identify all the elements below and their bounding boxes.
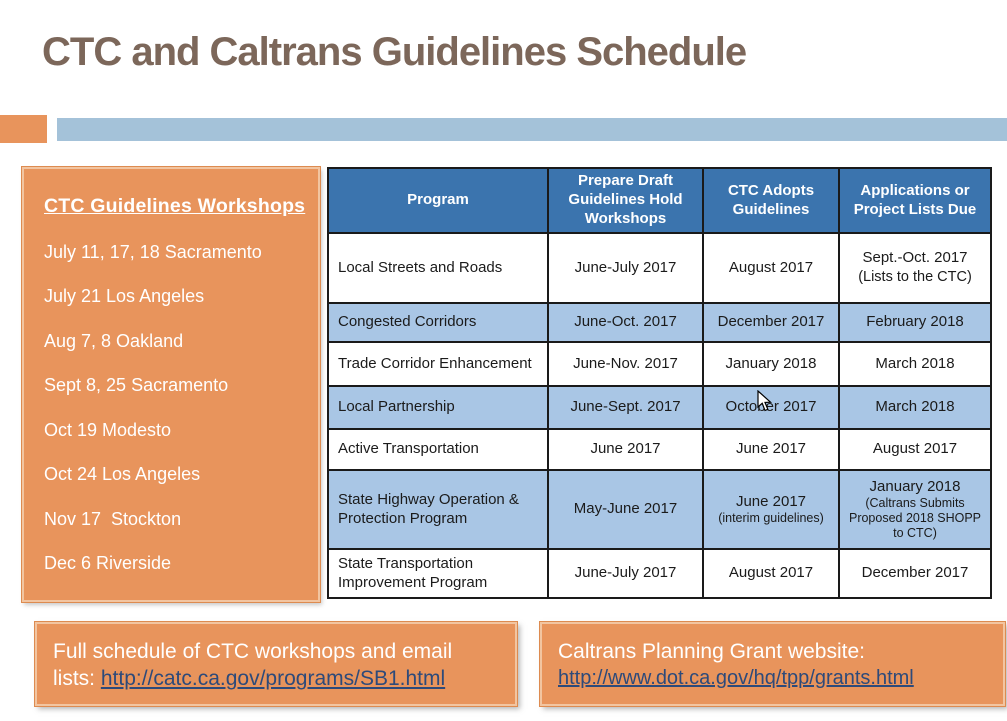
table-row: State Highway Operation & Protection Pro… [327, 469, 992, 550]
cell-adopts: June 2017 [702, 428, 840, 471]
workshop-item: Dec 6 Riverside [44, 553, 172, 573]
cell-prepare: June-July 2017 [547, 232, 704, 304]
cell-prepare: June-Nov. 2017 [547, 341, 704, 387]
workshop-item: Nov 17 Stockton [44, 508, 182, 529]
table-row: Local Partnership June-Sept. 2017 Octobe… [327, 385, 992, 430]
cell-due: December 2017 [838, 548, 992, 599]
cell-adopts: June 2017 (interim guidelines) [702, 469, 840, 550]
footer-right-text: Caltrans Planning Grant website: [558, 640, 865, 663]
cell-due-main: January 2018 [869, 477, 961, 495]
cell-due: March 2018 [838, 385, 992, 430]
workshop-item: Oct 24 Los Angeles [44, 464, 201, 484]
cell-program: Local Partnership [327, 385, 549, 430]
footer-left-text: Full schedule of CTC workshops and email… [53, 640, 453, 690]
column-header-applications-due: Applications or Project Lists Due [838, 167, 992, 234]
cell-program: State Highway Operation & Protection Pro… [327, 469, 549, 550]
table-row: Trade Corridor Enhancement June-Nov. 201… [327, 341, 992, 387]
workshop-item: Aug 7, 8 Oakland [44, 330, 184, 351]
cell-prepare: June-July 2017 [547, 548, 704, 599]
table-row: Congested Corridors June-Oct. 2017 Decem… [327, 302, 992, 343]
table-row: Local Streets and Roads June-July 2017 A… [327, 232, 992, 304]
cell-prepare: June 2017 [547, 428, 704, 471]
cell-adopts: January 2018 [702, 341, 840, 387]
footer-right-box: Caltrans Planning Grant website: http://… [539, 621, 1006, 707]
workshops-panel: CTC Guidelines Workshops July 11, 17, 18… [21, 166, 321, 603]
workshop-item: Oct 19 Modesto [44, 419, 172, 440]
column-header-prepare-draft: Prepare Draft Guidelines Hold Workshops [547, 167, 704, 234]
cell-due: Sept.-Oct. 2017 (Lists to the CTC) [838, 232, 992, 304]
column-header-ctc-adopts: CTC Adopts Guidelines [702, 167, 840, 234]
schedule-table: Program Prepare Draft Guidelines Hold Wo… [327, 167, 992, 599]
cell-program: Trade Corridor Enhancement [327, 341, 549, 387]
accent-bar [57, 118, 1007, 141]
footer-right-link[interactable]: http://www.dot.ca.gov/hq/tpp/grants.html [558, 667, 914, 689]
workshop-item: July 21 Los Angeles [44, 286, 205, 306]
cell-due-note: (Caltrans Submits Proposed 2018 SHOPP to… [848, 496, 982, 541]
cell-program: Local Streets and Roads [327, 232, 549, 304]
cell-prepare: May-June 2017 [547, 469, 704, 550]
mouse-cursor-icon [757, 390, 772, 412]
cell-due: January 2018 (Caltrans Submits Proposed … [838, 469, 992, 550]
table-row: Active Transportation June 2017 June 201… [327, 428, 992, 471]
table-row: State Transportation Improvement Program… [327, 548, 992, 599]
cell-adopts-note: (interim guidelines) [718, 511, 824, 526]
cell-due-main: Sept.-Oct. 2017 [862, 249, 968, 267]
cell-adopts: December 2017 [702, 302, 840, 343]
cell-due: August 2017 [838, 428, 992, 471]
table-header-row: Program Prepare Draft Guidelines Hold Wo… [327, 167, 992, 234]
cell-due: February 2018 [838, 302, 992, 343]
cell-adopts: August 2017 [702, 548, 840, 599]
cell-due-note: (Lists to the CTC) [858, 268, 972, 285]
cell-adopts: October 2017 [702, 385, 840, 430]
workshop-item: Sept 8, 25 Sacramento [44, 375, 229, 395]
accent-square [0, 115, 47, 143]
column-header-program: Program [327, 167, 549, 234]
cell-program: Active Transportation [327, 428, 549, 471]
workshops-heading: CTC Guidelines Workshops [44, 195, 306, 217]
cell-due: March 2018 [838, 341, 992, 387]
cell-adopts: August 2017 [702, 232, 840, 304]
workshop-item: July 11, 17, 18 Sacramento [44, 241, 262, 262]
footer-left-box: Full schedule of CTC workshops and email… [34, 621, 518, 707]
cell-program: State Transportation Improvement Program [327, 548, 549, 599]
footer-left-link[interactable]: http://catc.ca.gov/programs/SB1.html [100, 667, 446, 690]
cell-prepare: June-Oct. 2017 [547, 302, 704, 343]
cell-adopts-main: June 2017 [735, 492, 807, 510]
cell-prepare: June-Sept. 2017 [547, 385, 704, 430]
page-title: CTC and Caltrans Guidelines Schedule [42, 30, 747, 74]
cell-program: Congested Corridors [327, 302, 549, 343]
